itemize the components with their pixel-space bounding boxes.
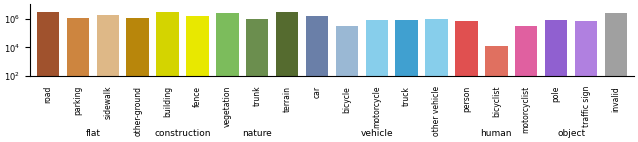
Text: flat: flat: [85, 129, 100, 138]
Text: human: human: [480, 129, 512, 138]
Bar: [96, 15, 119, 142]
Bar: [66, 18, 89, 142]
Bar: [456, 21, 478, 142]
Bar: [575, 21, 597, 142]
Bar: [37, 12, 59, 142]
Text: construction: construction: [154, 129, 211, 138]
Bar: [126, 18, 149, 142]
Text: vehicle: vehicle: [360, 129, 393, 138]
Bar: [366, 20, 388, 142]
Text: object: object: [557, 129, 585, 138]
Bar: [605, 13, 627, 142]
Bar: [515, 27, 537, 142]
Bar: [276, 12, 299, 142]
Bar: [426, 19, 448, 142]
Bar: [485, 46, 508, 142]
Text: nature: nature: [242, 129, 272, 138]
Bar: [336, 27, 358, 142]
Bar: [186, 16, 209, 142]
Bar: [396, 20, 418, 142]
Bar: [246, 19, 269, 142]
Bar: [156, 12, 179, 142]
Bar: [545, 20, 567, 142]
Bar: [306, 16, 328, 142]
Bar: [216, 13, 239, 142]
